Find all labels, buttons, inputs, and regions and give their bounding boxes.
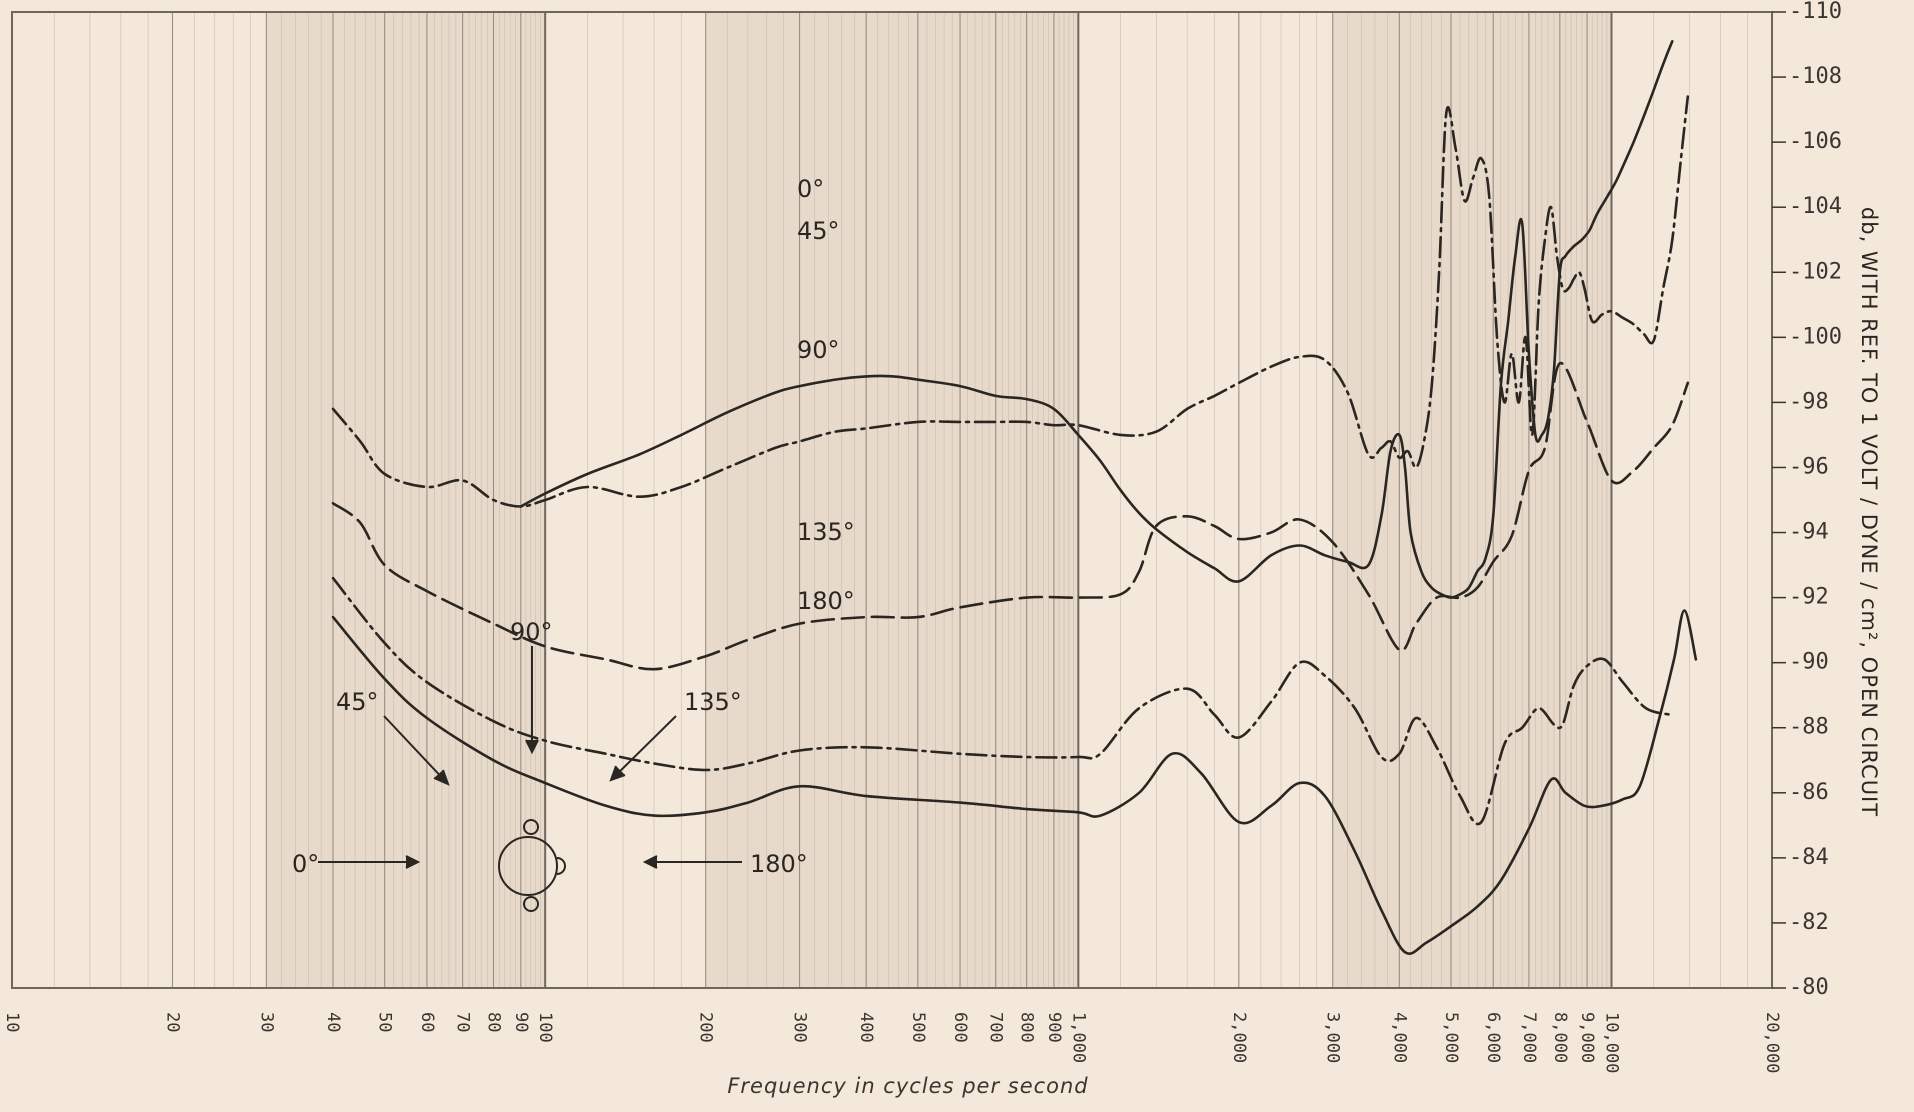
- x-tick-label: 70: [453, 1012, 473, 1032]
- y-tick-labels: -80 -82 -84 -86 -88 -90 -92 -94 -96 -98 -100 -102 -1…: [1772, 0, 1842, 1000]
- shaded-band-2: [1332, 12, 1612, 988]
- x-tick-label: 10,000: [1602, 1012, 1622, 1073]
- x-tick-labels: 10 20 30 40 50 60 70 80 90 100 200 300 400 500 600 700 8…: [2, 1012, 1782, 1073]
- arrowhead-135-deg: [609, 765, 626, 782]
- arrow-45-deg: [383, 715, 449, 785]
- y-tick-label: -100: [1789, 324, 1842, 349]
- shaded-band-1: [705, 12, 1079, 988]
- curve-label-135: 135°: [797, 518, 855, 546]
- series-line-0-deg: [331, 609, 1698, 955]
- y-tick-label: -90: [1789, 650, 1829, 675]
- x-tick-label: 100: [535, 1012, 555, 1043]
- y-tick-label: -88: [1789, 715, 1829, 740]
- curve-label-0: 0°: [797, 175, 824, 203]
- plot-frame: [11, 11, 1773, 989]
- y-tick-label: -86: [1789, 780, 1829, 805]
- arrowhead-180-deg: [642, 855, 658, 869]
- x-tick-label: 600: [950, 1012, 970, 1043]
- x-tick-label: 900: [1044, 1012, 1064, 1043]
- diagram-label-0: 0°: [292, 850, 319, 878]
- series-line-180-deg: [519, 40, 1674, 599]
- x-tick-label: 9,000: [1577, 1012, 1597, 1063]
- x-tick-label: 30: [256, 1012, 276, 1032]
- x-tick-label: 40: [323, 1012, 343, 1032]
- x-tick-label: 3,000: [1323, 1012, 1343, 1063]
- diagram-label-135: 135°: [684, 688, 742, 716]
- x-tick-label: 200: [696, 1012, 716, 1043]
- x-tick-label: 700: [986, 1012, 1006, 1043]
- x-tick-label: 10: [2, 1012, 22, 1032]
- diagram-label-45: 45°: [336, 688, 379, 716]
- x-tick-label: 6,000: [1483, 1012, 1503, 1063]
- x-tick-label: 300: [790, 1012, 810, 1043]
- y-tick-label: -92: [1789, 585, 1829, 610]
- diagram-label-180: 180°: [750, 850, 808, 878]
- y-tick-label: -110: [1789, 0, 1842, 24]
- series-line-135-deg: [331, 95, 1690, 508]
- microphone-body-icon: [498, 836, 558, 896]
- orientation-diagram: [318, 646, 742, 912]
- curve-label-45: 45°: [797, 217, 840, 245]
- arrowhead-0-deg: [405, 855, 421, 869]
- curve-labels: 0° 45° 90° 135° 180°: [797, 175, 855, 615]
- series-line-45-deg: [331, 576, 1672, 826]
- y-tick-label: -96: [1789, 454, 1829, 479]
- microphone-bottom-knob-icon: [523, 896, 539, 912]
- diagram-label-90: 90°: [510, 618, 553, 646]
- arrowhead-45-deg: [433, 769, 450, 786]
- y-tick-label: -98: [1789, 389, 1829, 414]
- shaded-decade-bands: [266, 12, 1612, 988]
- x-tick-label: 8,000: [1550, 1012, 1570, 1063]
- response-curves: [331, 40, 1698, 955]
- series-line-90-deg: [331, 362, 1690, 671]
- y-axis-title: db, WITH REF. TO 1 VOLT / DYNE / cm², OP…: [1857, 207, 1881, 817]
- y-tick-label: -104: [1789, 194, 1842, 219]
- arrow-135-deg: [610, 715, 677, 781]
- x-tick-label: 60: [417, 1012, 437, 1032]
- x-tick-label: 400: [856, 1012, 876, 1043]
- x-tick-label: 80: [483, 1012, 503, 1032]
- shaded-band-0: [266, 12, 546, 988]
- y-tick-label: -106: [1789, 129, 1842, 154]
- orientation-diagram-labels: 0° 45° 90° 135° 180°: [292, 618, 808, 878]
- x-tick-label: 5,000: [1441, 1012, 1461, 1063]
- x-tick-label: 4,000: [1389, 1012, 1409, 1063]
- x-tick-label: 20,000: [1762, 1012, 1782, 1073]
- x-tick-label: 20: [162, 1012, 182, 1032]
- x-axis-title: Frequency in cycles per second: [727, 1074, 1088, 1098]
- y-tick-label: -82: [1789, 910, 1829, 935]
- x-tick-label: 500: [908, 1012, 928, 1043]
- x-tick-label: 50: [375, 1012, 395, 1032]
- y-tick-label: -80: [1789, 975, 1829, 1000]
- microphone-side-knob-icon: [556, 857, 566, 875]
- arrowhead-90-deg: [525, 739, 539, 755]
- x-tick-label: 1,000: [1068, 1012, 1088, 1063]
- curve-label-90: 90°: [797, 336, 840, 364]
- curve-label-180: 180°: [797, 587, 855, 615]
- x-tick-label: 90: [511, 1012, 531, 1032]
- microphone-top-knob-icon: [523, 819, 539, 835]
- y-tick-label: -94: [1789, 520, 1829, 545]
- y-tick-label: -84: [1789, 845, 1829, 870]
- x-tick-label: 7,000: [1519, 1012, 1539, 1063]
- y-tick-label: -102: [1789, 259, 1842, 284]
- x-tick-label: 2,000: [1229, 1012, 1249, 1063]
- x-tick-label: 800: [1017, 1012, 1037, 1043]
- y-tick-label: -108: [1789, 64, 1842, 89]
